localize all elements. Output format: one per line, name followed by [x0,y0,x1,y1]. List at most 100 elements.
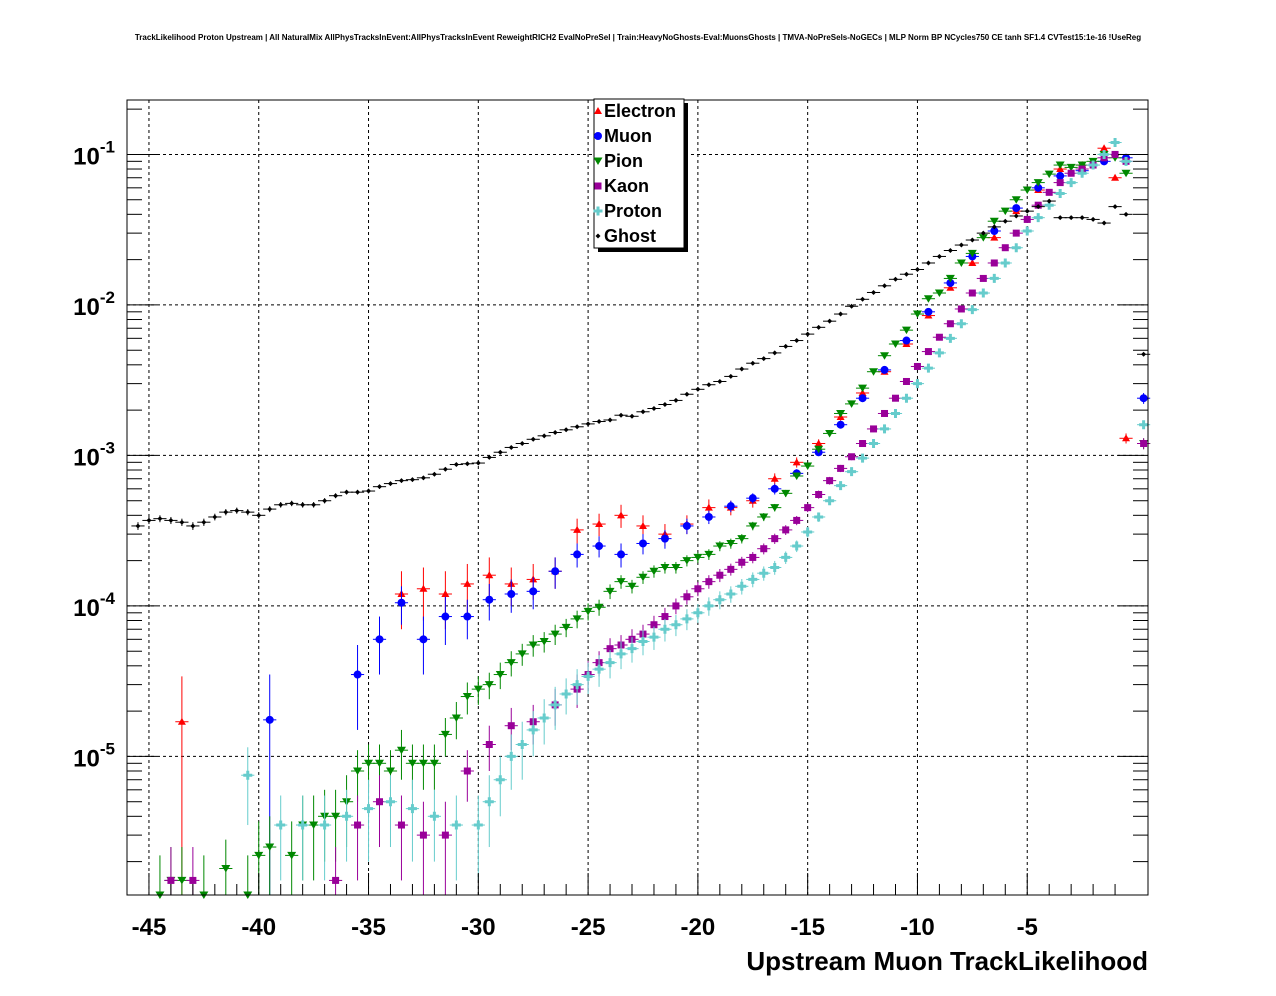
proton-point [320,820,330,830]
ghost-point [157,516,163,522]
legend-label-proton: Proton [604,201,662,221]
proton-point [407,804,417,814]
ghost-point [135,523,141,529]
ghost-point [212,514,218,520]
proton-point [869,439,879,449]
ghost-point [333,493,339,499]
muon-point [748,494,757,503]
ghost-point [245,509,251,515]
kaon-point [902,377,910,385]
kaon-point [793,516,801,524]
proton-point [814,512,824,522]
electron-point [968,258,977,266]
electron-point [792,458,801,466]
x-tick-label: -40 [241,914,276,941]
pion-point [517,650,527,658]
proton-point [880,424,890,434]
pion-point [715,542,725,551]
kaon-point [1140,440,1148,448]
kaon-point [1111,150,1119,158]
pion-point [561,623,571,632]
ghost-point [607,417,613,423]
muon-point [770,484,779,493]
proton-point [528,725,538,735]
kaon-point [804,504,812,512]
kaon-point [782,526,790,534]
series-ghost [131,198,1151,530]
ghost-point [958,242,964,248]
ghost-point [201,519,207,525]
ghost-point [497,449,503,455]
kaon-point [376,798,384,806]
legend-marker-kaon [594,182,602,190]
data-marks [131,138,1151,899]
ghost-point [355,489,361,495]
pion-point [1011,196,1021,204]
muon-point [463,612,472,621]
proton-point [770,563,780,573]
x-tick-label: -10 [900,914,935,941]
proton-point [243,770,253,780]
kaon-point [354,821,362,829]
ghost-point [596,419,602,425]
ghost-point [256,512,262,518]
electron-point [704,503,713,511]
x-tick-label: -5 [1017,914,1038,941]
proton-point [495,775,505,785]
kaon-point [749,553,757,561]
proton-point [693,608,703,618]
pion-point [880,352,890,360]
muon-point [507,590,516,599]
pion-point [353,767,363,776]
ghost-point [816,324,822,330]
ghost-point [717,378,723,384]
pion-point [934,289,944,298]
pion-point [923,295,933,303]
kaon-point [1056,179,1064,187]
electron-point [573,525,582,533]
proton-point [550,700,560,710]
muon-point [551,567,560,576]
proton-point [715,595,725,605]
proton-point [364,804,374,814]
ghost-point [322,498,328,504]
ghost-point [936,253,942,259]
proton-point [1044,200,1054,210]
electron-point [441,590,450,598]
kaon-point [913,362,921,370]
pion-point [1022,186,1032,195]
ghost-point [903,271,909,277]
proton-point [638,637,648,647]
ghost-point [475,460,481,466]
ghost-point [366,488,372,494]
pion-point [858,384,868,393]
proton-point [594,664,604,674]
chart-title: TrackLikelihood Proton Upstream | All Na… [134,33,1142,42]
ghost-point [541,433,547,439]
muon-point [946,278,955,287]
ghost-point [278,502,284,508]
x-tick-label: -45 [132,914,167,941]
ghost-point [651,406,657,412]
ghost-point [860,296,866,302]
kaon-point [1023,215,1031,223]
ghost-point [629,413,635,419]
ghost-point [1101,220,1107,226]
ghost-point [1002,218,1008,224]
kaon-point [441,831,449,839]
ghost-point [662,401,668,407]
proton-point [825,496,835,506]
y-tick-label: 10-2 [73,288,115,321]
kaon-point [870,425,878,433]
pion-point [605,587,615,596]
kaon-point [485,741,493,749]
pion-point [1033,179,1043,187]
ghost-point [925,260,931,266]
pion-point [254,851,264,860]
ghost-point [1035,204,1041,210]
pion-point [781,489,791,498]
pion-point [748,522,758,530]
proton-point [342,811,352,821]
y-tick-label: 10-1 [73,137,115,170]
ghost-point [640,409,646,415]
